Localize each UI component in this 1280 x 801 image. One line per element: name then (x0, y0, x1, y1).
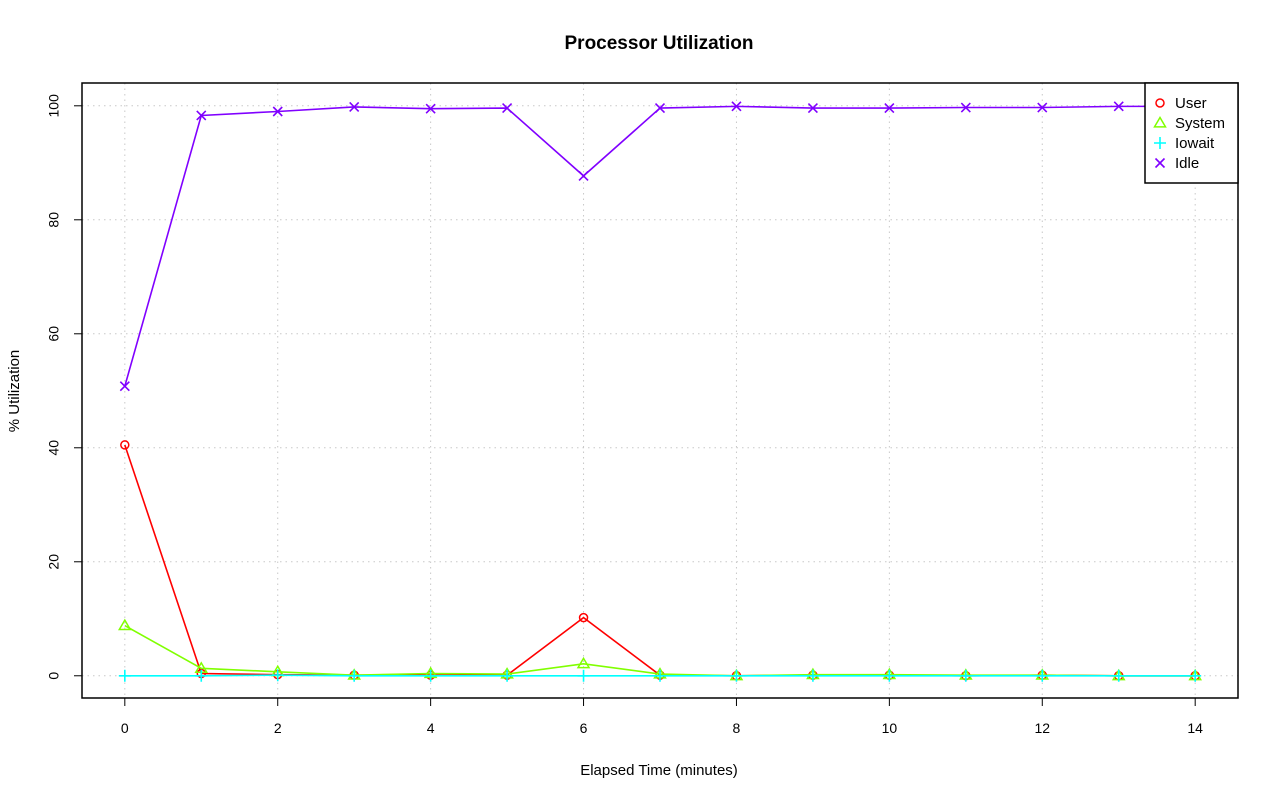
series-idle (119, 101, 1201, 392)
data-point-system (118, 618, 132, 631)
data-point-idle (578, 170, 589, 181)
data-point-idle (884, 103, 895, 114)
x-tick-label: 14 (1187, 720, 1203, 736)
data-point-idle (1037, 102, 1048, 113)
y-tick-label: 20 (46, 554, 62, 570)
legend-marker-iowait (1154, 137, 1166, 149)
x-tick-label: 10 (882, 720, 898, 736)
data-point-idle (1113, 101, 1124, 112)
data-point-iowait (348, 669, 361, 682)
data-point-iowait (577, 669, 590, 682)
data-point-idle (425, 103, 436, 114)
legend-label-system: System (1175, 115, 1225, 132)
y-tick-label: 60 (46, 326, 62, 342)
x-tick-label: 4 (427, 720, 435, 736)
data-point-idle (349, 101, 360, 113)
x-axis-label: Elapsed Time (minutes) (580, 762, 738, 779)
y-axis-label: % Utilization (6, 350, 23, 433)
grid-layer (82, 83, 1238, 698)
series-line-idle (124, 105, 1196, 387)
data-point-iowait (271, 669, 284, 682)
series-user (120, 440, 1200, 681)
data-point-iowait (654, 669, 666, 682)
series-line-user (124, 444, 1196, 677)
data-point-idle (731, 101, 742, 112)
data-point-idle (196, 110, 207, 121)
x-tick-label: 12 (1034, 720, 1050, 736)
x-axis: 0 2 4 6 8 10 12 14 (121, 698, 1203, 736)
data-point-iowait (424, 669, 437, 682)
data-point-iowait (1189, 669, 1202, 682)
x-tick-label: 2 (274, 720, 282, 736)
series-iowait (118, 669, 1202, 682)
data-point-idle (119, 381, 130, 392)
y-axis: 0 20 40 60 80 100 (46, 94, 82, 680)
legend-label-iowait: Iowait (1175, 135, 1215, 152)
y-tick-label: 40 (46, 440, 62, 456)
data-point-iowait (118, 669, 131, 682)
chart-title: Processor Utilization (565, 33, 754, 54)
data-point-idle (502, 103, 513, 114)
data-point-iowait (195, 669, 208, 682)
data-point-user (578, 612, 589, 623)
y-tick-label: 100 (46, 94, 62, 118)
legend-marker-user (1155, 98, 1165, 108)
data-point-iowait (959, 669, 972, 682)
series-layer (118, 101, 1202, 682)
y-tick-label: 0 (46, 672, 62, 680)
legend: User System Iowait Idle (1144, 82, 1239, 184)
legend-marker-system (1153, 116, 1167, 128)
data-point-iowait (806, 669, 819, 682)
data-point-system (576, 656, 591, 669)
plot-frame (81, 82, 1239, 699)
x-tick-label: 6 (580, 720, 588, 736)
data-point-idle (960, 102, 971, 113)
x-tick-label: 0 (121, 720, 129, 736)
data-point-idle (654, 103, 666, 114)
data-point-user (120, 440, 130, 450)
legend-label-user: User (1175, 95, 1207, 112)
data-point-idle (272, 106, 283, 117)
data-point-iowait (1036, 669, 1049, 682)
data-point-iowait (1112, 669, 1125, 682)
legend-marker-idle (1154, 157, 1166, 169)
y-tick-label: 80 (46, 212, 62, 228)
data-point-iowait (883, 669, 896, 682)
legend-label-idle: Idle (1175, 155, 1199, 172)
data-point-idle (807, 103, 818, 114)
data-point-iowait (730, 669, 743, 682)
data-point-iowait (501, 669, 514, 682)
x-tick-label: 8 (733, 720, 741, 736)
